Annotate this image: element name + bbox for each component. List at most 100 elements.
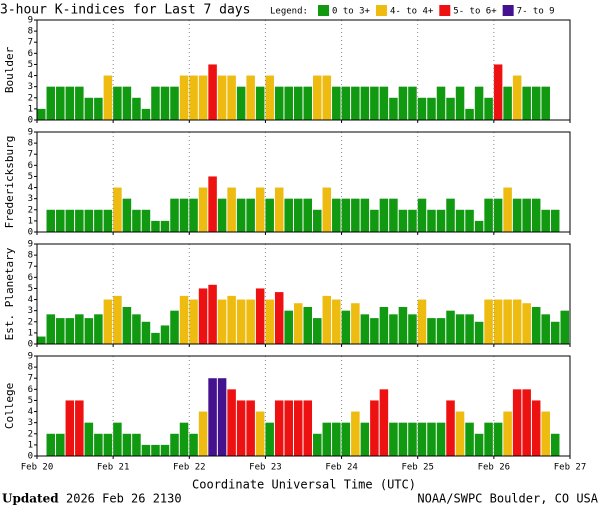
y-tick-label: 2	[28, 317, 33, 327]
bar	[84, 97, 94, 120]
source: NOAA/SWPC Boulder, CO USA	[417, 492, 598, 506]
bar	[427, 318, 436, 344]
bar	[94, 314, 103, 344]
bar	[313, 433, 322, 456]
x-tick-label: Feb 26	[478, 463, 511, 473]
bar	[246, 75, 255, 120]
bar	[484, 97, 493, 120]
bar	[341, 422, 351, 456]
bar	[512, 389, 522, 456]
plot-frame	[36, 355, 571, 457]
bar	[332, 422, 341, 456]
bar	[322, 75, 332, 120]
bar	[484, 422, 493, 456]
bar	[122, 198, 132, 232]
bar	[132, 314, 141, 344]
bar	[493, 299, 503, 344]
y-tick-label: 7	[28, 38, 33, 48]
bar	[370, 86, 379, 120]
bar	[217, 378, 227, 456]
bar	[332, 86, 341, 120]
legend-swatch	[318, 5, 329, 16]
bar	[351, 411, 360, 456]
y-tick-label: 8	[28, 139, 33, 149]
bar	[284, 400, 293, 456]
bar	[217, 75, 227, 120]
bar	[303, 400, 313, 456]
bar	[389, 422, 398, 456]
bar	[141, 108, 151, 120]
bar	[360, 314, 370, 344]
y-tick-label: 0	[28, 228, 33, 238]
bar	[541, 86, 550, 120]
bar	[208, 378, 217, 456]
y-axis-label: Boulder	[3, 46, 16, 93]
bar	[341, 198, 351, 232]
y-tick-label: 1	[28, 216, 33, 226]
bar	[351, 303, 360, 344]
bar	[474, 220, 484, 232]
bar	[37, 336, 46, 344]
bar	[227, 295, 236, 344]
bar	[531, 400, 541, 456]
bar	[265, 198, 274, 232]
bar	[493, 64, 503, 120]
y-tick-label: 8	[28, 27, 33, 37]
bar	[351, 86, 360, 120]
bar	[141, 209, 151, 232]
bar	[255, 411, 265, 456]
bar	[208, 176, 217, 232]
bar	[512, 198, 522, 232]
bar	[46, 433, 56, 456]
bar	[84, 318, 94, 344]
bar	[503, 299, 512, 344]
bar	[122, 307, 132, 344]
x-tick-label: Feb 23	[249, 463, 282, 473]
bar	[189, 299, 198, 344]
bar	[65, 209, 75, 232]
bar	[389, 314, 398, 344]
bar	[103, 75, 113, 120]
bar	[122, 433, 132, 456]
bar	[379, 307, 389, 344]
x-axis-label: Coordinate Universal Time (UTC)	[192, 478, 416, 492]
bar	[389, 97, 398, 120]
bar	[274, 400, 284, 456]
bar	[455, 314, 465, 344]
bar	[341, 310, 351, 344]
y-axis-label: Fredericksburg	[3, 136, 16, 229]
bar	[170, 198, 179, 232]
bar	[474, 321, 484, 344]
bar	[541, 209, 550, 232]
bar	[408, 422, 417, 456]
y-tick-label: 6	[28, 161, 33, 171]
bar	[408, 86, 417, 120]
y-tick-label: 2	[28, 205, 33, 215]
bar	[246, 198, 255, 232]
bar	[236, 400, 246, 456]
bar	[265, 299, 274, 344]
bar	[179, 75, 189, 120]
y-tick-label: 0	[28, 340, 33, 350]
bar	[56, 209, 65, 232]
bar	[474, 433, 484, 456]
bar	[455, 86, 465, 120]
y-tick-label: 2	[28, 429, 33, 439]
bar	[398, 86, 408, 120]
bar	[379, 389, 389, 456]
plot-frame	[36, 243, 571, 345]
bar	[265, 75, 274, 120]
bar	[94, 433, 103, 456]
y-tick-label: 0	[28, 452, 33, 462]
bar	[417, 198, 427, 232]
y-tick-label: 6	[28, 273, 33, 283]
bar	[550, 209, 560, 232]
bar	[208, 284, 217, 344]
updated-label: Updated	[2, 492, 59, 506]
bar	[113, 295, 122, 344]
bar	[446, 97, 455, 120]
bar	[332, 198, 341, 232]
bar	[227, 75, 236, 120]
bar	[160, 444, 170, 456]
